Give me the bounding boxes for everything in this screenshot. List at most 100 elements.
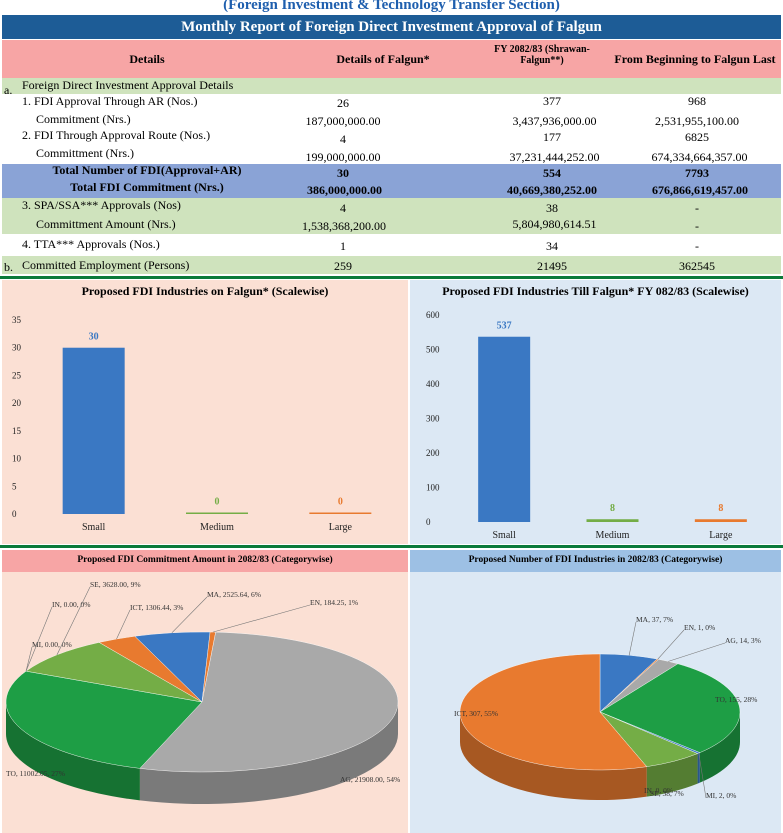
pie-side	[6, 702, 140, 801]
chart-title: Proposed Number of FDI Industries in 208…	[468, 555, 723, 565]
leader-line	[212, 604, 311, 633]
leader-line	[116, 609, 131, 640]
row-label: 4. TTA*** Approvals (Nos.)	[22, 237, 160, 251]
row-value: 187,000,000.00	[305, 114, 381, 128]
table-header-row: Details Details of Falgun* FY 2082/83 (S…	[2, 40, 781, 78]
table-row: Committment (Nrs.) 199,000,000.00 37,231…	[2, 146, 781, 164]
slice-label: ICT, 307, 55%	[454, 709, 498, 718]
x-tick-label: Small	[492, 530, 516, 541]
table-row: Commitment (Nrs.) 187,000,000.00 3,437,9…	[2, 112, 781, 130]
bar	[478, 336, 531, 522]
pie-side	[699, 712, 740, 783]
row-value: 1	[340, 239, 346, 253]
slice-label: SE, 3628.00, 9%	[90, 580, 141, 589]
y-tick-label: 200	[426, 448, 440, 458]
table-row: 2. FDI Through Approval Route (Nos.) 4 1…	[2, 128, 781, 148]
slice-label: IN, 0, 0%	[644, 786, 673, 795]
table-row: 1. FDI Approval Through AR (Nos.) 26 377…	[2, 94, 781, 112]
slice-label: AG, 14, 3%	[725, 636, 761, 645]
section-a-label: a.	[4, 83, 13, 97]
row-value: 1,538,368,200.00	[302, 219, 386, 233]
x-tick-label: Small	[82, 522, 106, 533]
y-tick-label: 10	[12, 454, 22, 464]
row-value: 34	[546, 239, 558, 253]
section-a-title: Foreign Direct Investment Approval Detai…	[22, 78, 234, 92]
data-label: 537	[497, 321, 512, 332]
bar-chart-till-falgun: 0 100 200 300 400 500 600 537 Small 8 Medium 8 Large	[426, 310, 747, 541]
slice-label: SE, 38, 7%	[650, 789, 684, 798]
slice-label: IN, 0.00, 0%	[52, 600, 91, 609]
pie-slice	[139, 631, 399, 773]
pie-commitment-panel: Proposed FDI Commitment Amount in 2082/8…	[2, 550, 408, 833]
row-label: Total Number of FDI(Approval+AR)	[52, 163, 242, 177]
bar	[309, 512, 372, 514]
bar-chart-falgun: 0 5 10 15 20 25 30 35 30 Small 0 Medium 0 Large	[12, 315, 372, 533]
row-value: -	[695, 219, 699, 233]
row-value: 5,804,980,614.51	[512, 217, 597, 231]
bar	[694, 519, 747, 522]
row-value: 40,669,380,252.00	[507, 183, 597, 197]
total-rows: Total Number of FDI(Approval+AR) 30 554 …	[2, 163, 781, 198]
pie-side	[646, 753, 698, 797]
pie-commitment: MA, 2525.64, 6% EN, 184.25, 1% AG, 21908.0…	[5, 580, 400, 804]
row-label: Committment Amount (Nrs.)	[36, 217, 176, 231]
row-label: Committment (Nrs.)	[36, 146, 134, 160]
leader-line	[657, 629, 685, 660]
row-value: 7793	[685, 166, 709, 180]
slice-label: AG, 21908.00, 54%	[340, 775, 400, 784]
pie-side	[697, 752, 700, 784]
bar	[186, 512, 248, 514]
divider	[0, 276, 783, 279]
leader-line	[171, 596, 208, 634]
slice-label: MA, 2525.64, 6%	[207, 590, 261, 599]
y-tick-label: 600	[426, 310, 440, 320]
pie-slice	[459, 653, 648, 771]
row-value: 377	[543, 94, 561, 108]
employment-row: b. Committed Employment (Persons) 259 21…	[2, 256, 781, 274]
divider	[0, 545, 783, 548]
data-label: 8	[610, 503, 615, 514]
x-tick-label: Large	[329, 522, 353, 533]
row-label: 3. SPA/SSA*** Approvals (Nos)	[22, 198, 181, 212]
y-tick-label: 5	[12, 481, 17, 491]
section-b-label: b.	[4, 260, 13, 274]
report-title: Monthly Report of Foreign Direct Investm…	[2, 15, 781, 39]
chart-title: Proposed FDI Industries on Falgun* (Scal…	[81, 284, 329, 298]
row-value: 26	[337, 96, 349, 110]
row-label: Commitment (Nrs.)	[36, 112, 131, 126]
row-label: Committed Employment (Persons)	[22, 258, 190, 272]
row-value: 3,437,936,000.00	[512, 114, 597, 128]
pie-slice	[25, 642, 203, 703]
row-value: 968	[688, 94, 706, 108]
y-tick-label: 25	[12, 370, 22, 380]
header-beginning: From Beginning to Falgun Last	[614, 52, 776, 66]
row-value: 6825	[685, 130, 709, 144]
row-value: 38	[546, 201, 558, 215]
slice-label: MA, 37, 7%	[636, 615, 673, 624]
table-row: 4. TTA*** Approvals (Nos.) 1 34 -	[2, 234, 781, 256]
leader-line	[668, 642, 726, 662]
header-fy: FY 2082/83 (Shrawan-Falgun**)	[494, 44, 590, 66]
row-value: 676,866,619,457.00	[652, 183, 748, 197]
y-tick-label: 400	[426, 379, 440, 389]
y-tick-label: 0	[12, 509, 17, 519]
pie-side	[139, 702, 398, 804]
leader-line	[628, 621, 637, 656]
row-value: 199,000,000.00	[305, 150, 381, 164]
row-value: 362545	[679, 259, 715, 273]
section-heading: (Foreign Investment & Technology Transfe…	[223, 0, 560, 13]
row-value: 259	[334, 259, 352, 273]
pie-slice	[98, 636, 203, 703]
pie-slice	[599, 663, 741, 753]
leader-line	[25, 646, 33, 672]
section-a-row: a. Foreign Direct Investment Approval De…	[2, 78, 781, 97]
x-tick-label: Large	[709, 530, 733, 541]
leader-line	[25, 606, 53, 672]
row-value: 554	[543, 166, 561, 180]
chart-title: Proposed FDI Industries Till Falgun* FY …	[442, 284, 749, 298]
y-tick-label: 300	[426, 414, 440, 424]
pie-side	[460, 712, 647, 800]
pie-title-bar	[2, 550, 408, 572]
slice-label: EN, 184.25, 1%	[310, 598, 358, 607]
bar-chart-till-falgun-panel: Proposed FDI Industries Till Falgun* FY …	[410, 280, 781, 544]
